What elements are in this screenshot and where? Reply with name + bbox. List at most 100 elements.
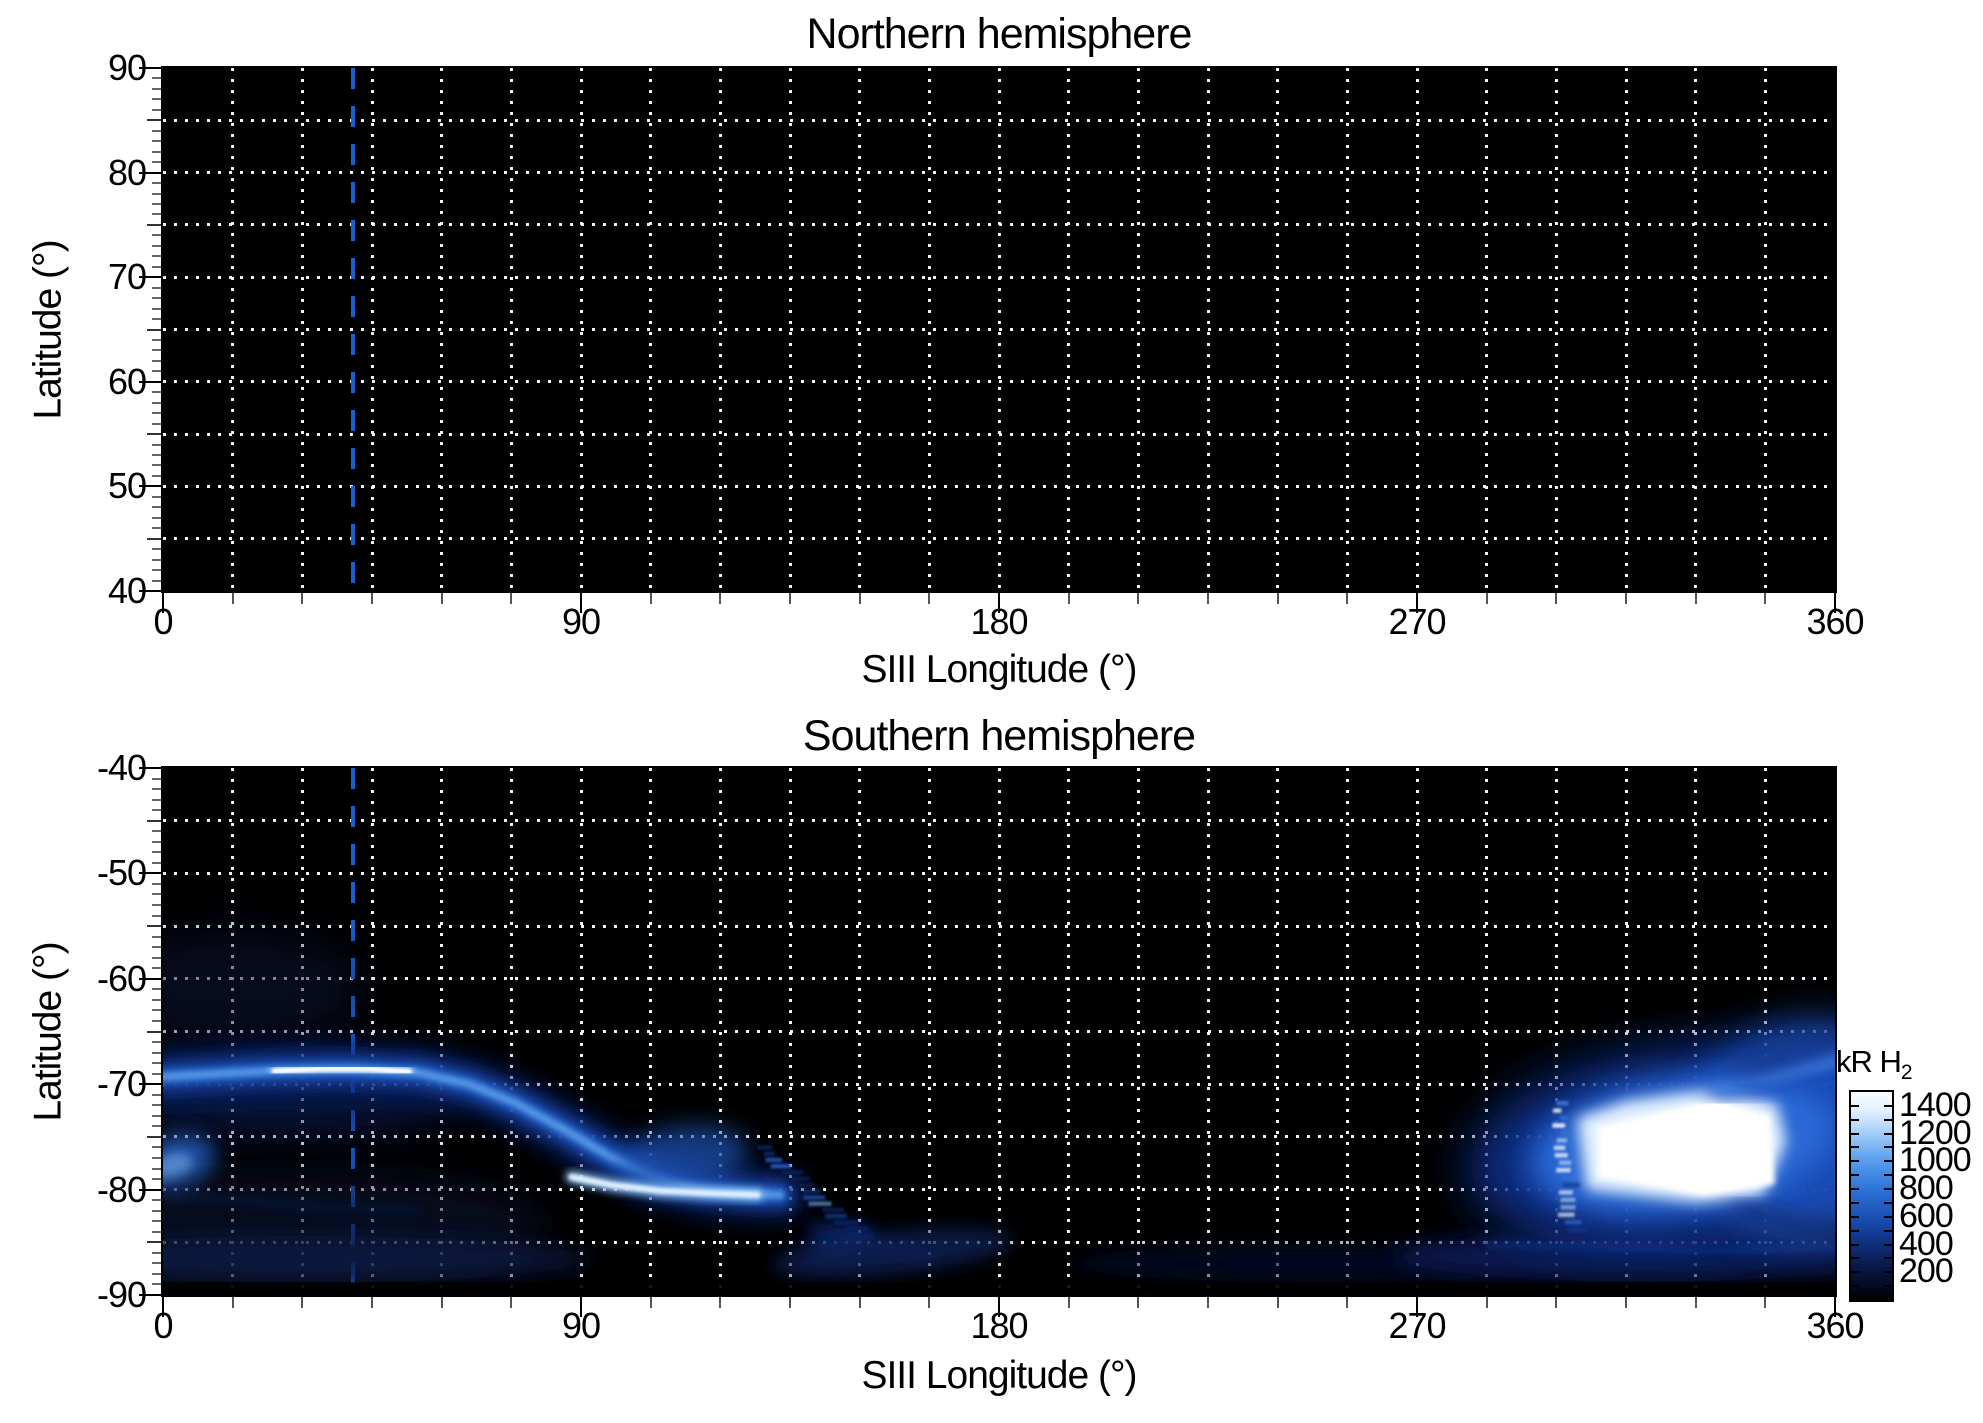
colorbar-tick-left-600 (1851, 1215, 1859, 1218)
y-tick-label-south--90: -90 (96, 1274, 147, 1315)
gridline-lat-60 (163, 380, 1835, 384)
y-tick-north-76 (152, 213, 161, 216)
aurora-patch-staircase-dash-0 (1556, 1100, 1569, 1106)
aurora-left-edge-core (163, 1153, 193, 1180)
y-tick-south--61 (152, 988, 161, 991)
y-tick-north-48 (152, 506, 161, 509)
colorbar-tick-left-100 (1851, 1285, 1859, 1288)
gridline-lat-75 (163, 223, 1835, 227)
colorbar-tick-left-800 (1851, 1188, 1859, 1191)
y-tick-south--79 (152, 1178, 161, 1181)
aurora-sw-wisp-stroke-0 (169, 1191, 422, 1214)
y-tick-south--44 (152, 809, 161, 812)
y-tick-north-86 (152, 108, 161, 111)
aurora-patch-staircase-dash-7 (1554, 1153, 1568, 1158)
y-tick-south--76 (152, 1146, 161, 1149)
x-tick-south-30 (301, 1297, 304, 1308)
x-tick-label-south-180: 180 (970, 1305, 1028, 1346)
aurora-patch-staircase-dash-13 (1560, 1197, 1576, 1203)
aurora-patch-staircase-dash-10 (1562, 1175, 1577, 1180)
y-tick-south--58 (152, 956, 161, 959)
x-tick-label-north-270: 270 (1388, 601, 1446, 642)
y-tick-north-51 (152, 474, 161, 477)
x-tick-north-120 (719, 593, 722, 604)
y-tick-south--53 (152, 904, 161, 907)
y-tick-south--80 (139, 1188, 161, 1191)
y-tick-south--87 (152, 1262, 161, 1265)
colorbar-tick-right-1100 (1884, 1146, 1892, 1149)
y-tick-north-44 (152, 548, 161, 551)
y-tick-south--51 (152, 882, 161, 885)
y-tick-south--74 (152, 1125, 161, 1128)
colorbar-tick-right-1400 (1884, 1104, 1892, 1107)
aurora-patch-staircase-dash-4 (1559, 1130, 1571, 1136)
aurora-staircase-west-dash-6 (798, 1182, 814, 1188)
aurora-staircase-west-dash-10 (822, 1207, 845, 1213)
y-tick-north-65 (147, 328, 161, 331)
y-tick-south--40 (139, 767, 161, 769)
y-tick-south--82 (152, 1209, 161, 1212)
y-tick-south--55 (147, 925, 161, 928)
aurora-patch-staircase-dash-15 (1557, 1212, 1575, 1218)
x-tick-north-135 (789, 593, 791, 604)
x-tick-north-45 (371, 593, 373, 604)
x-tick-south-285 (1485, 1297, 1488, 1308)
aurora-staircase-west-dash-12 (833, 1220, 859, 1225)
x-tick-north-270 (1416, 593, 1418, 613)
aurora-patch-staircase-dash-17 (1568, 1227, 1588, 1232)
aurora-upper-west-haze (163, 931, 363, 1048)
y-tick-south--69 (152, 1072, 161, 1075)
y-tick-north-69 (152, 286, 161, 289)
x-tick-north-75 (510, 593, 513, 604)
aurora-staircase-west-dash-11 (825, 1213, 847, 1219)
colorbar-gradient (1851, 1092, 1892, 1300)
y-tick-south--54 (152, 914, 161, 917)
x-tick-north-345 (1764, 593, 1767, 604)
gridline-lat--70 (163, 1082, 1835, 1086)
south-panel-title: Southern hemisphere (802, 712, 1196, 760)
aurora-patch-top-band2-stroke-0 (1731, 1025, 1835, 1080)
colorbar-tick-label-200: 200 (1899, 1252, 1954, 1291)
y-tick-south--85 (147, 1241, 161, 1244)
gridline-lat--75 (163, 1135, 1835, 1139)
x-tick-south-330 (1694, 1297, 1697, 1308)
y-tick-north-81 (152, 161, 161, 164)
y-tick-north-72 (152, 255, 161, 258)
gridline-lat-65 (163, 328, 1835, 331)
south-x-axis-label: SIII Longitude (°) (861, 1354, 1137, 1397)
y-tick-label-south--60: -60 (96, 957, 147, 999)
y-tick-south--83 (152, 1220, 161, 1223)
x-tick-south-360 (1834, 1297, 1836, 1317)
y-tick-north-88 (152, 87, 161, 90)
y-tick-south--41 (152, 777, 161, 780)
gridline-lat-45 (163, 537, 1835, 541)
south-heatmap-plot (163, 768, 1835, 1295)
y-tick-north-63 (152, 349, 161, 352)
x-tick-south-75 (510, 1297, 513, 1308)
x-tick-north-210 (1137, 593, 1140, 604)
aurora-staircase-west-dash-8 (803, 1195, 826, 1200)
colorbar-tick-left-1200 (1851, 1132, 1859, 1135)
y-tick-south--68 (152, 1062, 161, 1065)
y-tick-label-north-50: 50 (107, 465, 147, 507)
aurora-patch-staircase-dash-1 (1552, 1108, 1562, 1113)
y-tick-south--52 (152, 893, 161, 896)
gridline-lat-85 (163, 118, 1835, 122)
y-tick-label-south--70: -70 (96, 1063, 147, 1105)
x-tick-north-240 (1276, 593, 1279, 604)
y-tick-north-54 (152, 443, 161, 446)
y-tick-south--78 (152, 1167, 161, 1170)
y-tick-north-61 (152, 370, 161, 373)
colorbar-tick-label-400: 400 (1899, 1224, 1954, 1263)
x-tick-south-345 (1764, 1297, 1767, 1308)
x-tick-south-150 (858, 1297, 861, 1308)
x-tick-north-60 (440, 593, 443, 604)
y-tick-south--67 (152, 1051, 161, 1054)
colorbar-tick-label-1400: 1400 (1899, 1085, 1972, 1124)
aurora-bottom-band-mid1 (772, 1228, 1013, 1278)
gridline-lat-80 (163, 171, 1835, 175)
y-tick-south--84 (152, 1230, 161, 1233)
marker-dashed-line-south (351, 768, 356, 1295)
x-tick-label-north-360: 360 (1806, 601, 1864, 642)
